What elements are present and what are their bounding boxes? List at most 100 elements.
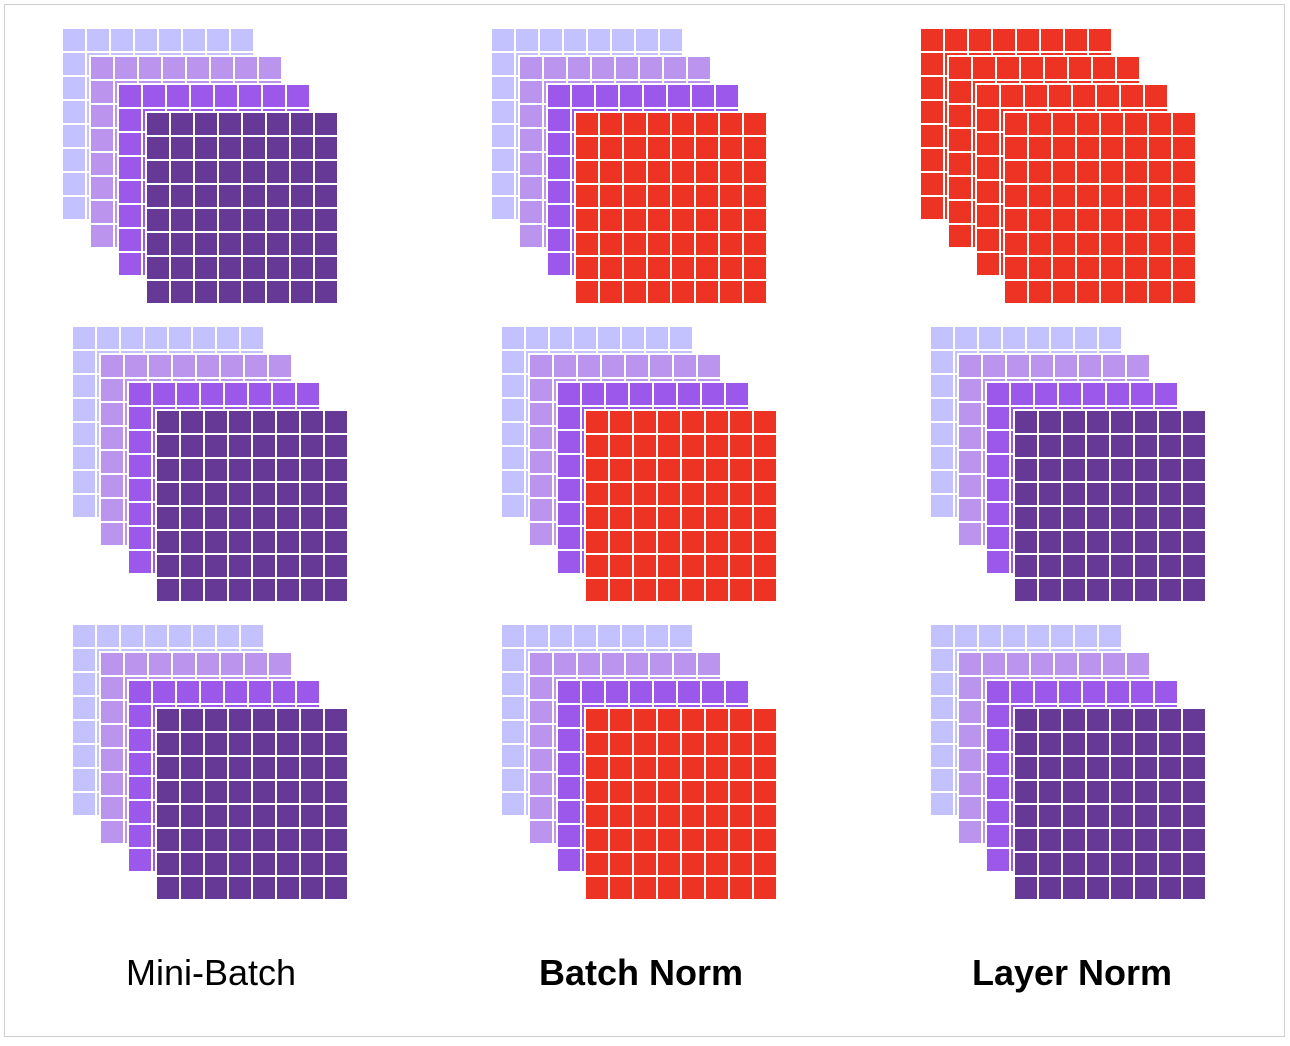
grid-cell — [117, 227, 143, 253]
grid-cell — [223, 679, 249, 705]
grid-cell — [1109, 481, 1135, 507]
grid-cell — [752, 707, 778, 733]
grid-cell — [191, 325, 217, 351]
grid-cell — [953, 325, 979, 351]
grid-cell — [193, 279, 219, 305]
grid-cell — [680, 577, 706, 603]
grid-cell — [622, 159, 648, 185]
sample-stack-3 — [500, 623, 778, 901]
grid-cell — [227, 433, 253, 459]
grid-cell — [195, 651, 221, 677]
grid-cell — [500, 493, 526, 519]
grid-cell — [528, 771, 554, 797]
grid-cell — [728, 529, 754, 555]
grid-cell — [1027, 183, 1053, 209]
grid-cell — [656, 851, 682, 877]
grid-cell — [265, 183, 291, 209]
grid-cell — [71, 373, 97, 399]
grid-cell — [1181, 779, 1207, 805]
grid-cell — [99, 723, 125, 749]
grid-cell — [1013, 779, 1039, 805]
grid-cell — [656, 481, 682, 507]
grid-cell — [528, 723, 554, 749]
grid-cell — [1061, 731, 1087, 757]
grid-cell — [1005, 651, 1031, 677]
grid-cell — [742, 231, 768, 257]
grid-cell — [985, 501, 1011, 527]
grid-cell — [99, 497, 125, 523]
grid-cell — [518, 55, 544, 81]
grid-cell — [975, 83, 1001, 109]
grid-cell — [985, 405, 1011, 431]
grid-cell — [584, 577, 610, 603]
grid-cell — [61, 123, 87, 149]
grid-cell — [1075, 207, 1101, 233]
grid-cell — [947, 103, 973, 129]
grid-cell — [752, 851, 778, 877]
grid-cell — [975, 227, 1001, 253]
grid-cell — [1027, 135, 1053, 161]
grid-cell — [203, 707, 229, 733]
grid-cell — [728, 827, 754, 853]
grid-cell — [257, 55, 283, 81]
grid-cell — [217, 255, 243, 281]
grid-cell — [243, 651, 269, 677]
grid-cell — [500, 743, 526, 769]
grid-cell — [193, 111, 219, 137]
grid-cell — [1003, 135, 1029, 161]
grid-cell — [556, 405, 582, 431]
grid-cell — [289, 255, 315, 281]
grid-cell — [1147, 279, 1173, 305]
grid-cell — [975, 251, 1001, 277]
grid-cell — [127, 453, 153, 479]
grid-cell — [89, 127, 115, 153]
grid-cell — [957, 795, 983, 821]
grid-cell — [1027, 231, 1053, 257]
grid-cell — [752, 779, 778, 805]
grid-cell — [1075, 135, 1101, 161]
grid-cell — [919, 147, 945, 173]
grid-cell — [133, 27, 159, 53]
grid-cell — [1015, 27, 1041, 53]
grid-cell — [179, 707, 205, 733]
grid-cell — [552, 651, 578, 677]
grid-cell — [1037, 457, 1063, 483]
sample-stack-2 — [71, 325, 349, 603]
grid-cell — [167, 325, 193, 351]
caption-mini-batch: Mini-Batch — [125, 952, 297, 993]
grid-cell — [704, 803, 730, 829]
channel-layer-4 — [574, 111, 768, 305]
grid-cell — [742, 207, 768, 233]
grid-cell — [241, 255, 267, 281]
grid-cell — [546, 251, 572, 277]
grid-cell — [652, 679, 678, 705]
grid-cell — [528, 449, 554, 475]
grid-cell — [514, 27, 540, 53]
grid-cell — [71, 445, 97, 471]
grid-cell — [1123, 135, 1149, 161]
grid-cell — [728, 577, 754, 603]
grid-cell — [670, 135, 696, 161]
grid-cell — [648, 353, 674, 379]
grid-cell — [1133, 755, 1159, 781]
grid-cell — [239, 623, 265, 649]
grid-cell — [1025, 623, 1051, 649]
grid-cell — [584, 731, 610, 757]
grid-cell — [546, 83, 572, 109]
grid-cell — [704, 755, 730, 781]
grid-cell — [608, 731, 634, 757]
grid-cell — [947, 127, 973, 153]
grid-cell — [1009, 679, 1035, 705]
grid-cell — [985, 727, 1011, 753]
grid-cell — [500, 719, 526, 745]
grid-cell — [680, 827, 706, 853]
grid-cell — [155, 577, 181, 603]
grid-cell — [1147, 159, 1173, 185]
grid-cell — [957, 497, 983, 523]
grid-cell — [548, 623, 574, 649]
grid-cell — [203, 779, 229, 805]
grid-cell — [556, 679, 582, 705]
grid-cell — [957, 377, 983, 403]
grid-cell — [728, 755, 754, 781]
grid-cell — [95, 325, 121, 351]
